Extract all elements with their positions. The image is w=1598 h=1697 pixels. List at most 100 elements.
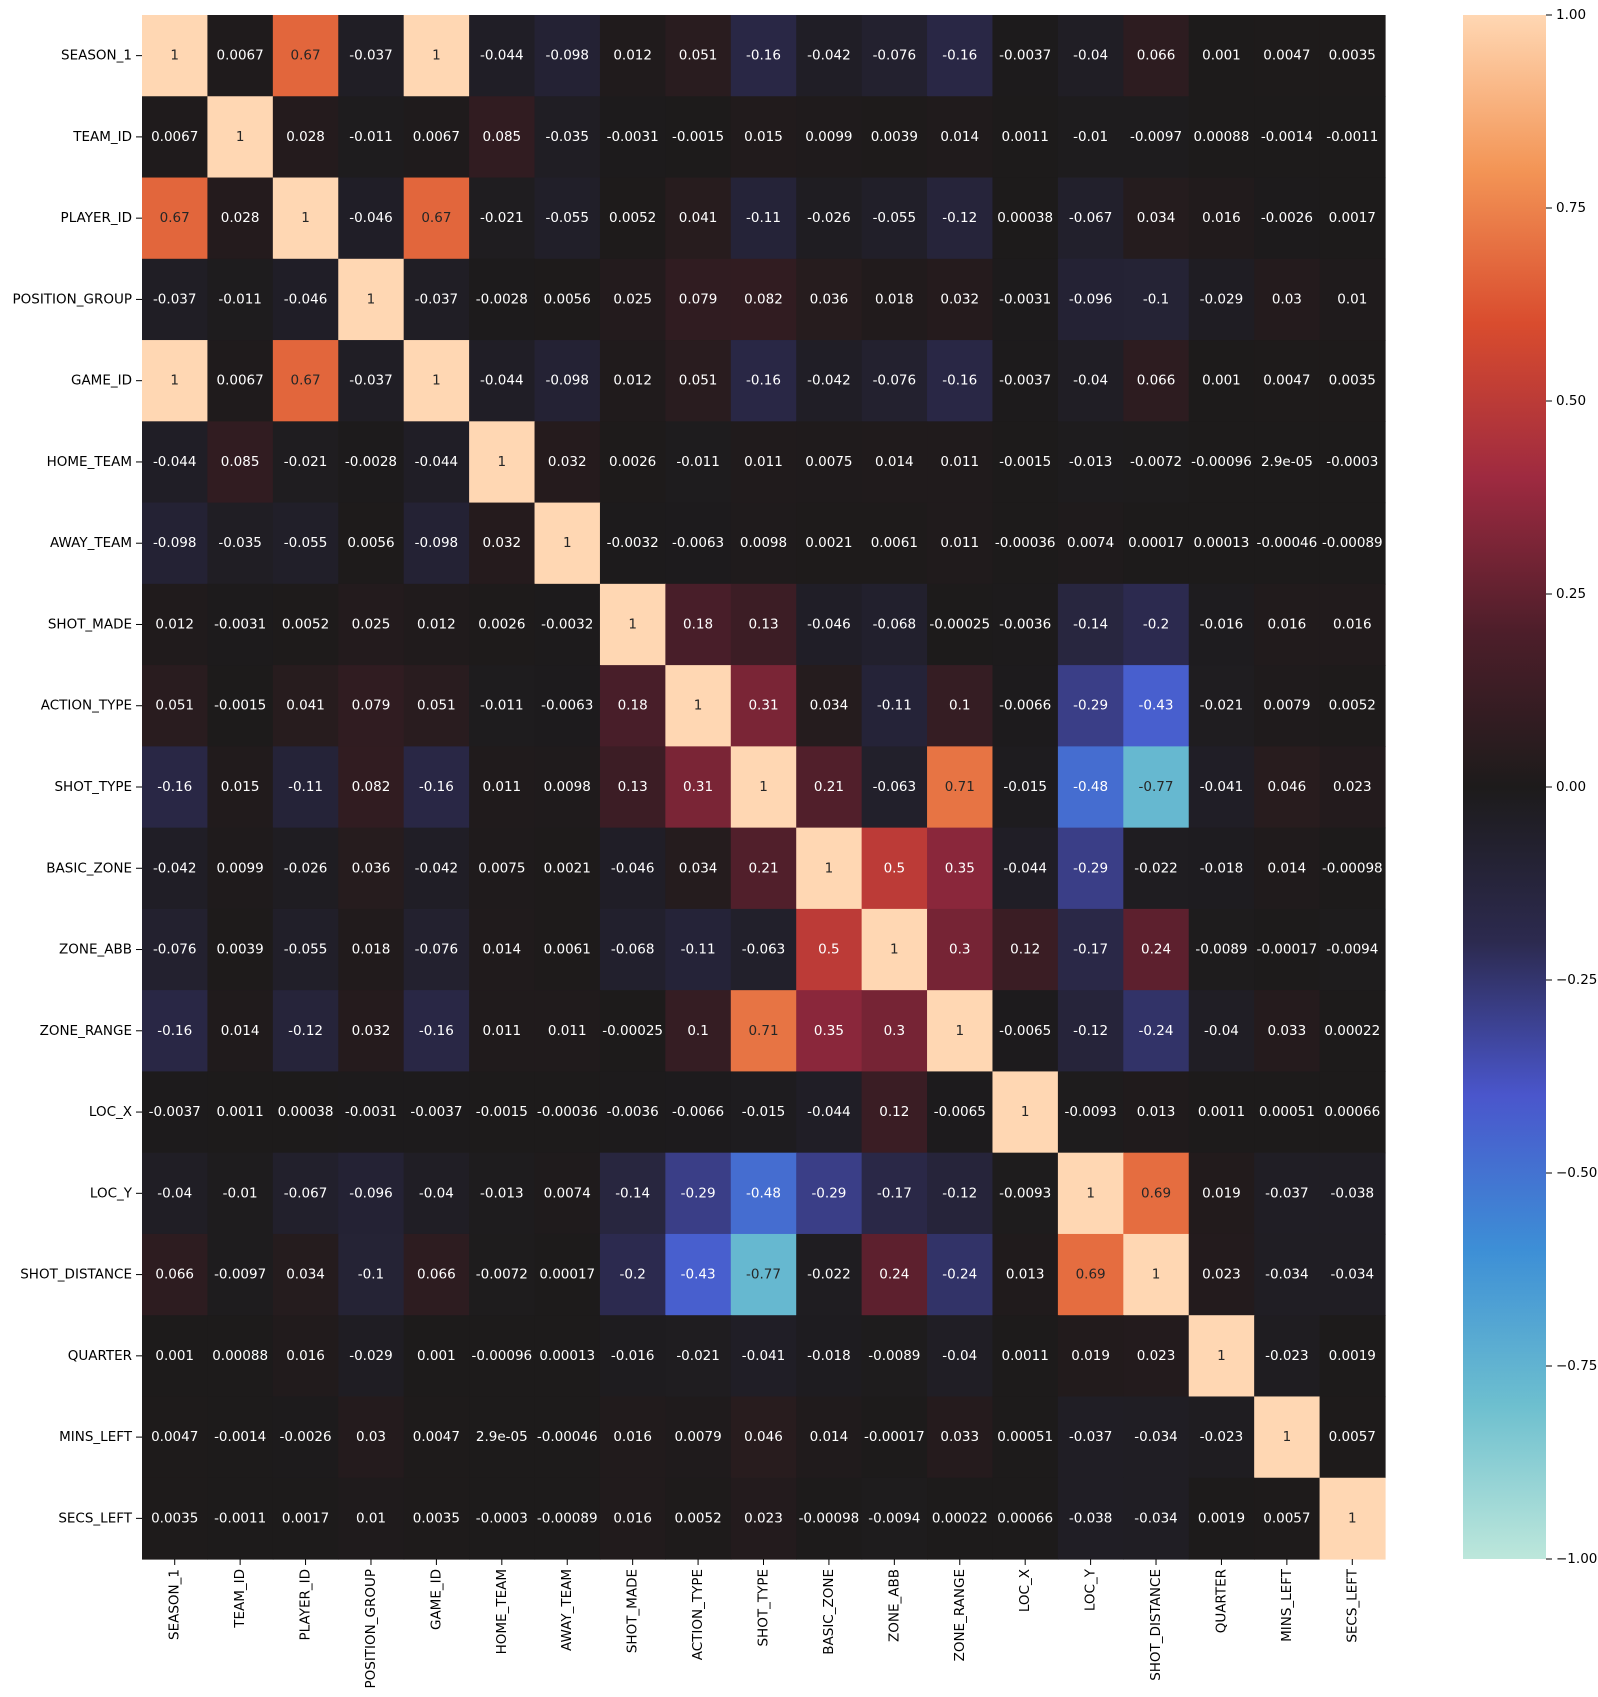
heatmap-cell [1254, 746, 1321, 829]
y-tick-label: GAME_ID [71, 373, 132, 389]
heatmap-cell [403, 583, 470, 666]
cell-value-label: 0.023 [1202, 1267, 1241, 1283]
heatmap-cell [534, 1396, 601, 1479]
cell-value-label: -0.29 [1073, 698, 1108, 714]
heatmap-cell [1123, 340, 1190, 422]
heatmap-cell [403, 1477, 470, 1560]
heatmap-cell [927, 665, 994, 747]
heatmap-cell [1057, 177, 1124, 260]
heatmap-cell [1319, 421, 1386, 504]
heatmap-cell [534, 258, 601, 341]
cell-value-label: -0.035 [545, 129, 589, 145]
cell-value-label: -0.00046 [537, 1429, 598, 1445]
cell-value-label: 0.011 [482, 1023, 521, 1039]
cell-value-label: -0.00089 [1322, 535, 1383, 551]
cell-value-label: 0.001 [1202, 373, 1241, 389]
heatmap-cell [927, 1071, 994, 1154]
heatmap-cell [142, 827, 209, 910]
cell-value-label: 0.012 [417, 616, 456, 632]
cell-value-label: -0.16 [157, 1023, 192, 1039]
heatmap-cell [599, 177, 666, 260]
x-tick-label: ZONE_ABB [886, 1569, 902, 1642]
heatmap-cell [730, 96, 797, 179]
heatmap-cell [403, 1315, 470, 1398]
y-tick-label: HOME_TEAM [47, 454, 132, 470]
x-tick-label: SEASON_1 [167, 1569, 183, 1640]
heatmap-cell [992, 665, 1059, 747]
cell-value-label: 0.028 [286, 129, 325, 145]
heatmap-cell [338, 1315, 405, 1398]
cell-value-label: 1 [170, 48, 179, 64]
heatmap-cell [207, 421, 274, 504]
heatmap-cell [927, 15, 994, 97]
heatmap-cell [272, 15, 339, 97]
cell-value-label: -0.016 [1200, 616, 1244, 632]
cell-value-label: 0.0052 [1329, 698, 1376, 714]
cell-value-label: -0.0089 [1195, 942, 1247, 958]
heatmap-cell [861, 1233, 928, 1316]
y-tick-label: AWAY_TEAM [50, 535, 132, 551]
cell-value-label: -0.0037 [410, 1104, 462, 1120]
heatmap-cell [861, 340, 928, 422]
y-tick-label: BASIC_ZONE [46, 860, 132, 876]
cell-value-label: 0.0026 [609, 454, 656, 470]
heatmap-cell [207, 908, 274, 991]
cell-value-label: 0.24 [879, 1267, 909, 1283]
cell-value-label: -0.042 [807, 48, 851, 64]
cell-value-label: 0.0021 [544, 860, 591, 876]
cell-value-label: 0.0011 [1002, 129, 1049, 145]
cell-value-label: 0.3 [884, 1023, 905, 1039]
cell-value-label: 0.012 [613, 373, 652, 389]
heatmap-cell [1319, 1152, 1386, 1235]
heatmap-cell [338, 258, 405, 341]
cell-value-label: 0.066 [417, 1267, 456, 1283]
heatmap-cell [142, 746, 209, 829]
cell-value-label: -0.14 [615, 1185, 650, 1201]
cell-value-label: 0.0061 [871, 535, 918, 551]
heatmap-cell [338, 15, 405, 97]
heatmap-cell [1057, 340, 1124, 422]
cell-value-label: 0.012 [613, 48, 652, 64]
cell-value-label: 0.0098 [740, 535, 787, 551]
cell-value-label: 0.00013 [1194, 535, 1250, 551]
cell-value-label: 0.0035 [151, 1510, 198, 1526]
cell-value-label: 0.014 [875, 454, 914, 470]
cell-value-label: -0.29 [681, 1185, 716, 1201]
heatmap-cell [665, 340, 732, 422]
heatmap-cell [338, 665, 405, 747]
heatmap-cell [665, 1152, 732, 1235]
cell-value-label: 0.13 [748, 616, 778, 632]
heatmap-cell [1188, 583, 1255, 666]
heatmap-cell [1057, 1396, 1124, 1479]
heatmap-cell [142, 1152, 209, 1235]
heatmap-cell [207, 990, 274, 1073]
heatmap-cell [730, 990, 797, 1073]
cell-value-label: -0.055 [545, 210, 589, 226]
heatmap-cell [534, 583, 601, 666]
heatmap-cell [796, 583, 863, 666]
heatmap-cell [272, 746, 339, 829]
heatmap-cell [599, 96, 666, 179]
cell-value-label: 0.033 [1268, 1023, 1307, 1039]
heatmap-cell [142, 990, 209, 1073]
heatmap-cell [142, 15, 209, 97]
cell-value-label: 1 [1283, 1429, 1292, 1445]
cell-value-label: 0.0039 [217, 942, 264, 958]
heatmap-cell [1319, 1071, 1386, 1154]
heatmap-cell [1188, 1396, 1255, 1479]
heatmap-cell [730, 827, 797, 910]
y-tick-label: TEAM_ID [72, 129, 132, 145]
heatmap-cell [1319, 1477, 1386, 1560]
cell-value-label: 0.21 [748, 860, 778, 876]
heatmap-cell [796, 177, 863, 260]
heatmap-cell [469, 340, 536, 422]
heatmap-cell [1254, 1233, 1321, 1316]
cell-value-label: -0.037 [153, 291, 197, 307]
heatmap-cell [403, 421, 470, 504]
cell-value-label: 0.01 [356, 1510, 386, 1526]
y-tick-label: ZONE_RANGE [40, 1023, 132, 1039]
heatmap-cell [1123, 665, 1190, 747]
cell-value-label: 0.0039 [871, 129, 918, 145]
heatmap-cell [469, 827, 536, 910]
cell-value-label: -0.48 [1073, 779, 1108, 795]
